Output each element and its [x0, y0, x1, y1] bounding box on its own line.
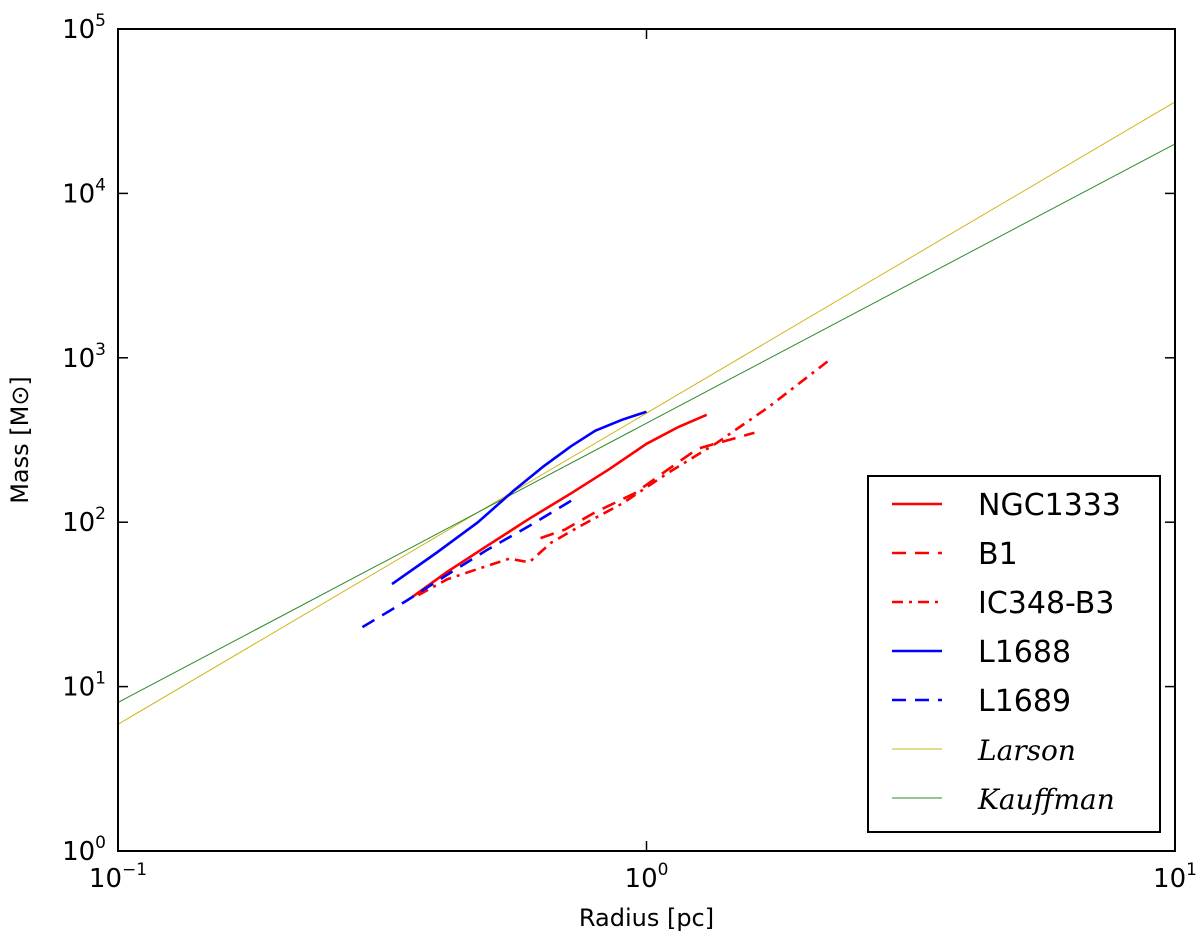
series-line-kauffman — [117, 143, 1176, 703]
legend-label-b1: B1 — [978, 537, 1018, 572]
y-tick-label: 101 — [62, 669, 106, 703]
series-line-ngc1333 — [411, 413, 708, 599]
y-tick-label: 100 — [62, 833, 106, 867]
legend-label-l1689: L1689 — [978, 684, 1071, 719]
y-tick-label: 105 — [62, 11, 106, 45]
series-line-l1689 — [361, 499, 572, 629]
y-tick-label: 103 — [62, 340, 106, 374]
legend-label-ngc1333: NGC1333 — [978, 488, 1121, 523]
x-tick-label: 10−1 — [89, 860, 147, 894]
legend-label-larson: Larson — [977, 734, 1076, 767]
legend-label-ic348-b3: IC348-B3 — [978, 586, 1114, 621]
legend: NGC1333 B1 IC348-B3 L1688 L1689 Larson Kauffma… — [867, 475, 1161, 833]
y-axis-label: Mass [M⊙] — [6, 376, 34, 504]
y-tick-label: 104 — [62, 175, 106, 209]
series-line-larson — [117, 101, 1176, 725]
series-line-b1 — [540, 431, 755, 540]
y-tick-label: 102 — [62, 504, 106, 538]
legend-label-l1688: L1688 — [978, 635, 1071, 670]
series-line-ic348-b3 — [417, 360, 829, 597]
x-tick-label: 101 — [1153, 860, 1197, 894]
series-layer — [117, 101, 1176, 725]
series-line-l1688 — [391, 410, 647, 586]
legend-label-kauffman: Kauffman — [977, 783, 1115, 816]
x-tick-label: 100 — [625, 860, 669, 894]
legend-box — [867, 475, 1161, 833]
x-axis-label: Radius [pc] — [579, 904, 714, 932]
